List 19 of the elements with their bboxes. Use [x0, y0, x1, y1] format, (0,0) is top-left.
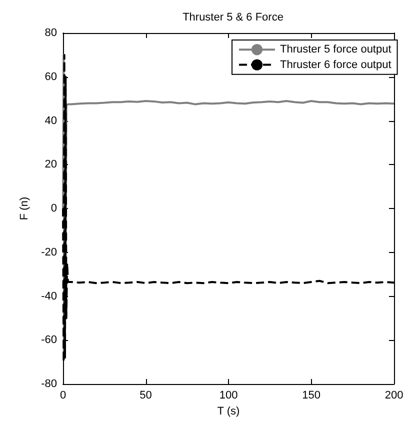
y-tick-label: -20	[41, 246, 57, 258]
y-axis-title: F (n)	[18, 196, 31, 220]
x-tick-label: 100	[219, 390, 238, 402]
x-tick-label: 200	[384, 390, 404, 402]
legend-label: Thruster 5 force output	[280, 44, 392, 56]
y-tick-label: 80	[44, 27, 57, 39]
x-tick-label: 50	[140, 390, 152, 402]
y-tick-label: 40	[44, 114, 57, 127]
y-tick-label: -40	[41, 290, 57, 302]
y-tick-label: -60	[41, 334, 57, 346]
y-tick-label: 20	[44, 158, 57, 171]
legend-label: Thruster 6 force output	[280, 58, 392, 71]
y-tick-label: -80	[41, 378, 57, 390]
x-tick-label: 0	[60, 390, 66, 402]
x-axis-title: T (s)	[217, 405, 240, 418]
chart-title: Thruster 5 & 6 Force	[182, 12, 284, 24]
y-tick-label: 60	[44, 70, 57, 83]
y-tick-label: 0	[50, 202, 57, 214]
x-tick-label: 150	[302, 390, 320, 402]
